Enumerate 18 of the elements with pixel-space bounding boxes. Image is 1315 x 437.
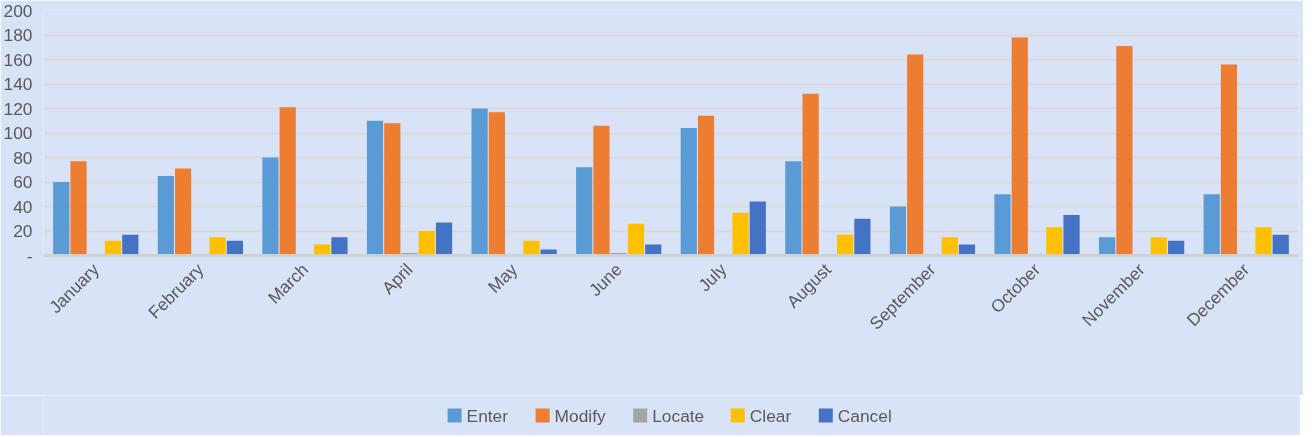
legend-label: Clear [749,405,792,426]
x-tick-label: May [483,259,522,297]
x-tick-label: July [694,259,731,296]
y-tick-label: 100 [3,123,33,143]
y-tick-label: 80 [13,147,33,168]
legend-label: Cancel [837,405,892,426]
y-tick-label: 60 [13,172,33,192]
y-tick-label: - [26,245,33,266]
y-tick-label: 20 [13,221,33,241]
y-tick-label: 40 [13,196,33,217]
y-tick-label: 140 [3,74,33,94]
y-tick-label: 200 [3,0,33,21]
legend-label: Locate [652,405,705,426]
y-tick-label: 160 [3,49,33,70]
y-tick-label: 120 [3,98,33,119]
legend-label: Modify [554,405,606,426]
y-tick-label: 180 [3,25,33,45]
legend-label: Enter [466,405,509,426]
